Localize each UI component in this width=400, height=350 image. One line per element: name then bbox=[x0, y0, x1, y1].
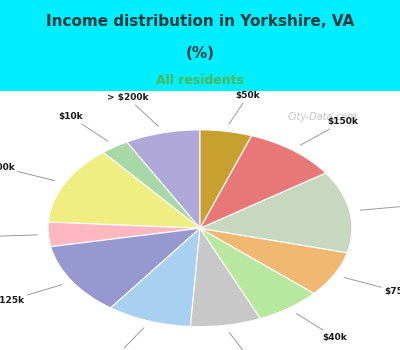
Text: $60k: $60k bbox=[360, 201, 400, 210]
Text: City-Data.com: City-Data.com bbox=[288, 112, 358, 122]
Text: > $200k: > $200k bbox=[107, 93, 158, 126]
Wedge shape bbox=[200, 228, 347, 293]
Wedge shape bbox=[51, 228, 200, 308]
Text: $10k: $10k bbox=[58, 112, 108, 141]
Text: $150k: $150k bbox=[300, 117, 358, 145]
Wedge shape bbox=[103, 142, 200, 228]
FancyBboxPatch shape bbox=[0, 89, 400, 350]
Text: $125k: $125k bbox=[0, 285, 62, 305]
Text: (%): (%) bbox=[186, 46, 214, 61]
Wedge shape bbox=[190, 228, 260, 327]
Text: $30k: $30k bbox=[105, 328, 144, 350]
Text: $40k: $40k bbox=[296, 314, 347, 342]
Text: $50k: $50k bbox=[229, 91, 260, 124]
Text: Income distribution in Yorkshire, VA: Income distribution in Yorkshire, VA bbox=[46, 14, 354, 29]
Text: $20k: $20k bbox=[0, 232, 38, 241]
Wedge shape bbox=[200, 228, 314, 318]
Wedge shape bbox=[200, 130, 252, 228]
Text: All residents: All residents bbox=[156, 74, 244, 86]
Wedge shape bbox=[111, 228, 200, 327]
Wedge shape bbox=[127, 130, 200, 228]
Text: $200k: $200k bbox=[229, 332, 266, 350]
Text: $100k: $100k bbox=[0, 163, 55, 181]
Wedge shape bbox=[48, 153, 200, 228]
Text: $75k: $75k bbox=[344, 278, 400, 296]
Wedge shape bbox=[200, 136, 326, 228]
Wedge shape bbox=[200, 173, 352, 253]
Wedge shape bbox=[48, 222, 200, 247]
